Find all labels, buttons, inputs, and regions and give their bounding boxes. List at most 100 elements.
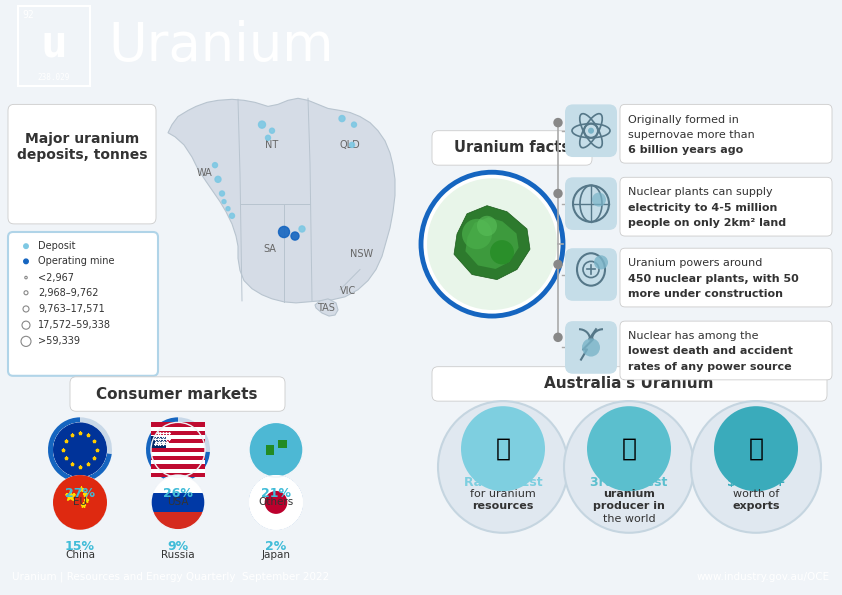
FancyBboxPatch shape <box>432 367 827 401</box>
Bar <box>151 422 205 427</box>
Text: NT: NT <box>265 140 279 150</box>
Circle shape <box>421 172 563 316</box>
Bar <box>274 455 280 462</box>
Wedge shape <box>146 417 210 482</box>
Text: 92: 92 <box>22 10 34 20</box>
Text: VIC: VIC <box>340 286 356 296</box>
Text: rates of any power source: rates of any power source <box>628 362 791 372</box>
Text: 26%: 26% <box>163 487 193 500</box>
Circle shape <box>427 178 557 310</box>
Text: 238.029: 238.029 <box>38 73 70 82</box>
Bar <box>151 461 205 465</box>
Bar <box>151 447 205 452</box>
Text: Australia's Uranium: Australia's Uranium <box>544 377 714 392</box>
Text: more under construction: more under construction <box>628 289 783 299</box>
Circle shape <box>299 226 305 232</box>
Circle shape <box>349 142 354 148</box>
Wedge shape <box>276 417 307 443</box>
Circle shape <box>220 191 225 196</box>
Circle shape <box>151 475 205 530</box>
Circle shape <box>249 475 303 530</box>
Text: China: China <box>65 550 95 560</box>
Circle shape <box>53 475 107 530</box>
FancyBboxPatch shape <box>565 321 617 374</box>
Wedge shape <box>48 417 112 482</box>
Circle shape <box>490 240 514 264</box>
Circle shape <box>582 339 600 356</box>
Text: 🚢: 🚢 <box>749 437 764 461</box>
Circle shape <box>265 135 270 140</box>
Text: 21%: 21% <box>261 487 291 500</box>
FancyBboxPatch shape <box>8 232 158 376</box>
Text: EU: EU <box>73 497 87 508</box>
Text: 2%: 2% <box>265 540 286 553</box>
Text: Uranium powers around: Uranium powers around <box>628 258 762 268</box>
Text: $500m+: $500m+ <box>727 475 786 488</box>
Circle shape <box>222 199 226 203</box>
Wedge shape <box>244 417 308 482</box>
Circle shape <box>269 128 274 133</box>
Circle shape <box>230 213 235 218</box>
Bar <box>151 493 205 512</box>
Circle shape <box>151 422 205 477</box>
Wedge shape <box>146 470 210 535</box>
FancyBboxPatch shape <box>70 377 285 411</box>
Circle shape <box>249 475 303 530</box>
Bar <box>151 473 205 477</box>
Text: >59,339: >59,339 <box>38 336 80 346</box>
Polygon shape <box>315 299 338 316</box>
Text: Uranium: Uranium <box>108 20 333 72</box>
Text: 2,968–9,762: 2,968–9,762 <box>38 288 99 298</box>
Bar <box>151 436 166 449</box>
Text: Uranium | Resources and Energy Quarterly  September 2022: Uranium | Resources and Energy Quarterly… <box>12 572 329 583</box>
Text: Operating mine: Operating mine <box>38 256 115 267</box>
Text: Others: Others <box>258 497 294 508</box>
Text: WA: WA <box>197 168 213 178</box>
Text: resources: resources <box>472 502 534 512</box>
Circle shape <box>588 128 594 134</box>
Text: worth of: worth of <box>733 489 779 499</box>
Text: uranium: uranium <box>603 489 655 499</box>
FancyBboxPatch shape <box>620 177 832 236</box>
Circle shape <box>151 422 205 477</box>
Circle shape <box>212 162 217 168</box>
Circle shape <box>592 193 606 206</box>
Text: Deposit: Deposit <box>38 241 76 251</box>
Text: 🏅: 🏅 <box>495 437 510 461</box>
Text: u: u <box>40 23 67 65</box>
Wedge shape <box>80 470 106 486</box>
Text: 450 nuclear plants, with 50: 450 nuclear plants, with 50 <box>628 274 799 283</box>
Bar <box>151 469 205 473</box>
Text: Originally formed in: Originally formed in <box>628 114 739 124</box>
Wedge shape <box>48 470 112 535</box>
Circle shape <box>461 406 545 491</box>
Text: 17,572–59,338: 17,572–59,338 <box>38 320 111 330</box>
Circle shape <box>249 422 303 477</box>
Polygon shape <box>466 217 519 269</box>
Circle shape <box>151 475 205 530</box>
Polygon shape <box>454 206 530 280</box>
FancyBboxPatch shape <box>620 104 832 163</box>
Circle shape <box>24 259 29 264</box>
Circle shape <box>249 422 303 477</box>
Bar <box>151 465 205 469</box>
Polygon shape <box>168 98 395 303</box>
Bar <box>151 431 205 435</box>
Text: www.industry.gov.au/OCE: www.industry.gov.au/OCE <box>697 572 830 582</box>
Circle shape <box>151 475 205 530</box>
Circle shape <box>477 216 497 236</box>
Circle shape <box>53 475 107 530</box>
Bar <box>151 435 205 439</box>
Wedge shape <box>178 470 195 480</box>
Wedge shape <box>178 417 210 452</box>
Circle shape <box>279 227 290 237</box>
Text: the world: the world <box>603 513 655 524</box>
Text: Uranium facts: Uranium facts <box>454 140 570 155</box>
FancyBboxPatch shape <box>620 248 832 307</box>
Text: Major uranium
deposits, tonnes: Major uranium deposits, tonnes <box>17 132 147 162</box>
Circle shape <box>554 333 562 342</box>
Circle shape <box>587 406 671 491</box>
Text: supernovae more than: supernovae more than <box>628 130 754 140</box>
Text: 9%: 9% <box>168 540 189 553</box>
FancyBboxPatch shape <box>432 131 592 165</box>
